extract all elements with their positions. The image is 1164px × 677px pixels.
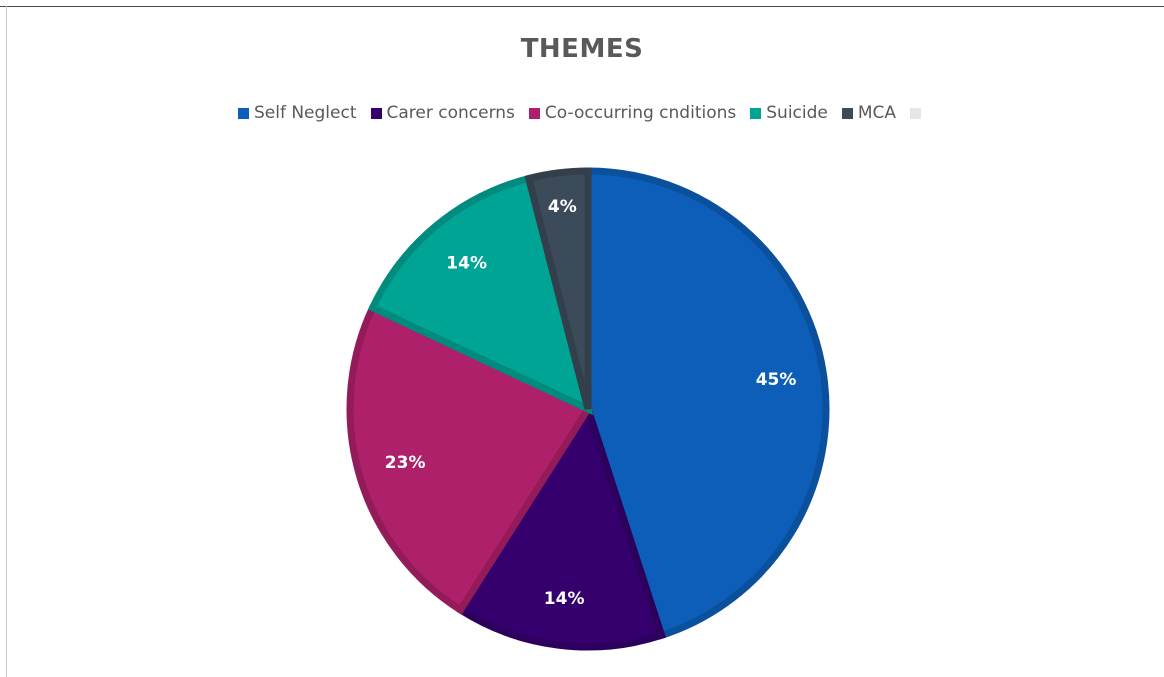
legend-swatch-mca (841, 107, 853, 119)
chart-frame-left-border (6, 6, 7, 677)
legend-item-mca[interactable]: MCA (841, 101, 897, 125)
legend-item-blank[interactable] (910, 107, 926, 119)
chart-title: THEMES (520, 34, 644, 64)
legend-label-co-occurring-conditions: Co-occurring cnditions (544, 103, 737, 123)
data-label-self-neglect: 45% (756, 370, 797, 390)
pie-slice-suicide[interactable] (367, 174, 594, 416)
legend-swatch-self-neglect (237, 107, 249, 119)
legend-label-suicide: Suicide (766, 103, 828, 123)
legend-swatch-suicide (750, 107, 762, 119)
legend-item-suicide[interactable]: Suicide (750, 101, 828, 125)
legend-item-carer-concerns[interactable]: Carer concerns (370, 101, 515, 125)
data-label-co-occurring-conditions: 23% (385, 453, 426, 473)
pie-slice-self-neglect[interactable] (584, 167, 830, 640)
chart-frame-top-border (0, 6, 1164, 7)
pie-data-labels: 45% 14% 23% 14% 4% (385, 197, 797, 609)
pie-slice-mca[interactable] (524, 167, 592, 410)
data-label-mca: 4% (548, 197, 577, 217)
legend-swatch-blank (910, 107, 922, 119)
legend-label-mca: MCA (857, 103, 897, 123)
chart-legend: Self Neglect Carer concerns Co-occurring… (0, 101, 1164, 125)
legend-swatch-co-occurring-conditions (528, 107, 540, 119)
data-label-carer-concerns: 14% (544, 589, 585, 609)
legend-swatch-carer-concerns (370, 107, 382, 119)
legend-label-self-neglect: Self Neglect (253, 103, 357, 123)
legend-label-carer-concerns: Carer concerns (386, 103, 515, 123)
pie-slices (346, 167, 830, 651)
pie-slice-carer-concerns[interactable] (455, 400, 666, 651)
legend-item-co-occurring-conditions[interactable]: Co-occurring cnditions (528, 101, 737, 125)
legend-item-self-neglect[interactable]: Self Neglect (237, 101, 357, 125)
data-label-suicide: 14% (446, 253, 487, 273)
